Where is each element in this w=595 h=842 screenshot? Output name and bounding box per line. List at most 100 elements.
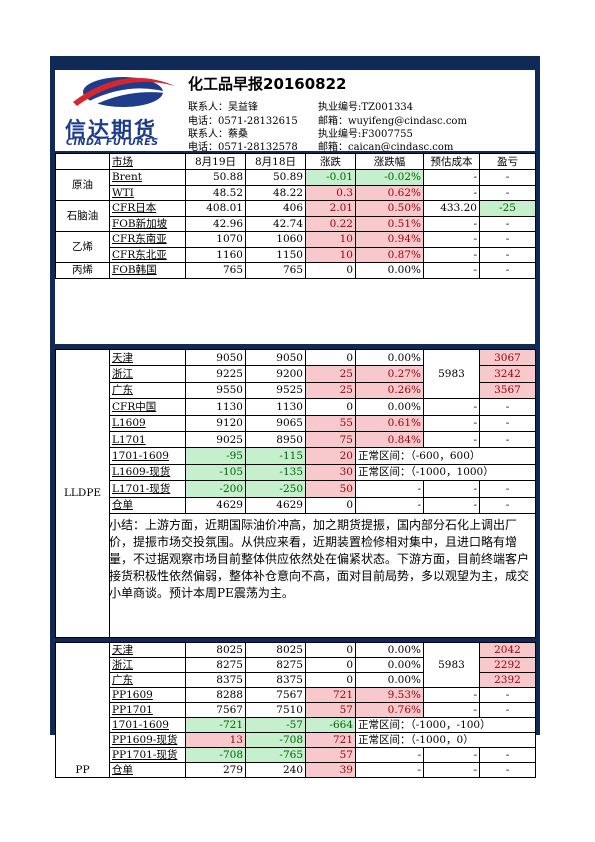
change-pct-cell: - (355, 496, 424, 514)
price-aug19-cell: -200 (185, 480, 246, 498)
change-cell: 0 (305, 262, 356, 279)
contact-email-1: 邮箱：wuyifeng@cindasc.com (318, 116, 467, 127)
change-pct-cell: 0.76% (355, 702, 424, 718)
price-aug19-cell: 1160 (185, 246, 246, 263)
change-cell: 0.22 (305, 215, 356, 232)
logo-en-text: CINDA FUTURES (66, 137, 159, 148)
change-cell: 0 (305, 642, 356, 658)
contact-email-2: 邮箱：caican@cindasc.com (318, 142, 454, 153)
price-aug18-cell: -135 (245, 463, 306, 482)
price-aug18-cell: 8375 (245, 672, 306, 688)
change-cell: 39 (305, 762, 356, 778)
est-cost-cell: 433.20 (423, 200, 480, 217)
contact-license-1: 执业编号:TZ001334 (318, 102, 414, 113)
market-cell: Brent (109, 169, 186, 186)
normal-range-cell: 正常区间：（-1000，0） (355, 732, 536, 748)
market-cell: CFR东南亚 (109, 231, 186, 248)
normal-range-cell: 正常区间：（-600，600） (355, 447, 536, 465)
price-aug19-cell: 7567 (185, 702, 246, 718)
market-cell: L1609-现货 (109, 463, 186, 482)
change-cell: 0 (305, 348, 356, 367)
change-cell: 50 (305, 480, 356, 498)
group-label: 石脑油 (55, 200, 110, 232)
profit-loss-cell: - (479, 398, 536, 416)
est-cost-cell: - (423, 702, 480, 718)
profit-loss-cell: 2292 (479, 657, 536, 673)
price-aug18-cell: -115 (245, 447, 306, 465)
price-aug18-cell: 9050 (245, 348, 306, 367)
market-cell: L1609 (109, 414, 186, 432)
market-cell: 广东 (109, 381, 186, 400)
price-aug18-cell: -57 (245, 717, 306, 733)
price-aug18-cell: 9065 (245, 414, 306, 432)
price-aug19-cell: -721 (185, 717, 246, 733)
change-pct-cell: 0.00% (355, 348, 424, 367)
group-label: 原油 (55, 169, 110, 201)
est-cost-cell: - (423, 398, 480, 416)
change-pct-cell: - (355, 480, 424, 498)
profit-loss-cell: - (479, 430, 536, 449)
price-aug18-cell: 42.74 (245, 215, 306, 232)
price-aug19-cell: -708 (185, 747, 246, 763)
change-cell: 55 (305, 414, 356, 432)
price-aug18-cell: 9200 (245, 365, 306, 383)
profit-loss-cell: - (479, 762, 536, 778)
market-cell: 仓单 (109, 496, 186, 514)
market-cell: PP1701 (109, 702, 186, 718)
profit-loss-cell: 3067 (479, 348, 536, 367)
est-cost-cell: - (423, 231, 480, 248)
change-cell: 0 (305, 398, 356, 416)
price-aug18-cell: 1130 (245, 398, 306, 416)
price-aug18-cell: 765 (245, 262, 306, 279)
change-pct-cell: 0.62% (355, 184, 424, 201)
market-cell: 天津 (109, 642, 186, 658)
column-header-market: 市场 (109, 153, 186, 170)
price-aug18-cell: 406 (245, 200, 306, 217)
est-cost-cell: - (423, 262, 480, 279)
price-aug19-cell: -95 (185, 447, 246, 465)
market-cell: 1701-1609 (109, 717, 186, 733)
change-cell: 57 (305, 747, 356, 763)
change-cell: 0 (305, 496, 356, 514)
cinda-logo: 信达期货 CINDA FUTURES (63, 72, 183, 150)
price-aug18-cell: -250 (245, 480, 306, 498)
market-cell: 浙江 (109, 657, 186, 673)
header-corner (55, 153, 110, 170)
market-cell: 1701-1609 (109, 447, 186, 465)
contact-phone-2: 电话：0571-28132578 (188, 142, 298, 153)
price-aug18-cell: 8275 (245, 657, 306, 673)
price-aug18-cell: -708 (245, 732, 306, 748)
est-cost-cell: - (423, 414, 480, 432)
market-cell: PP1609-现货 (109, 732, 186, 748)
contact-license-2: 执业编号:F3007755 (318, 129, 413, 140)
group-label: PP (55, 642, 110, 778)
price-aug18-cell: 7567 (245, 687, 306, 703)
column-header-cost: 预估成本 (423, 153, 480, 170)
change-pct-cell: 0.00% (355, 642, 424, 658)
est-cost-cell: - (423, 687, 480, 703)
change-pct-cell: 0.00% (355, 672, 424, 688)
change-pct-cell: 0.26% (355, 381, 424, 400)
page-title: 化工品早报20160822 (188, 75, 347, 93)
contact-name-2: 联系人：蔡桑 (188, 129, 248, 140)
normal-range-cell: 正常区间：（-1000，-100） (355, 717, 536, 733)
profit-loss-cell: - (479, 184, 536, 201)
change-pct-cell: 0.87% (355, 246, 424, 263)
price-aug19-cell: 8025 (185, 642, 246, 658)
est-cost-cell: - (423, 246, 480, 263)
market-cell: PP1609 (109, 687, 186, 703)
contact-name-1: 联系人：吴益锋 (188, 102, 258, 113)
change-cell: 721 (305, 732, 356, 748)
profit-loss-cell: - (479, 480, 536, 498)
price-aug18-cell: 7510 (245, 702, 306, 718)
profit-loss-cell: 3567 (479, 381, 536, 400)
report-header: 信达期货 CINDA FUTURES 化工品早报20160822 联系人：吴益锋… (55, 70, 535, 153)
market-cell: PP1701-现货 (109, 747, 186, 763)
profit-loss-cell: - (479, 687, 536, 703)
est-cost-cell: - (423, 169, 480, 186)
change-cell: 25 (305, 365, 356, 383)
market-cell: L1701 (109, 430, 186, 449)
summary-cell (109, 512, 536, 638)
price-table-lldpe: LLDPE 天津 9050 9050 0 0.00% 5983 3067 浙江 9225 9200 2… (55, 348, 536, 638)
price-aug19-cell: 408.01 (185, 200, 246, 217)
